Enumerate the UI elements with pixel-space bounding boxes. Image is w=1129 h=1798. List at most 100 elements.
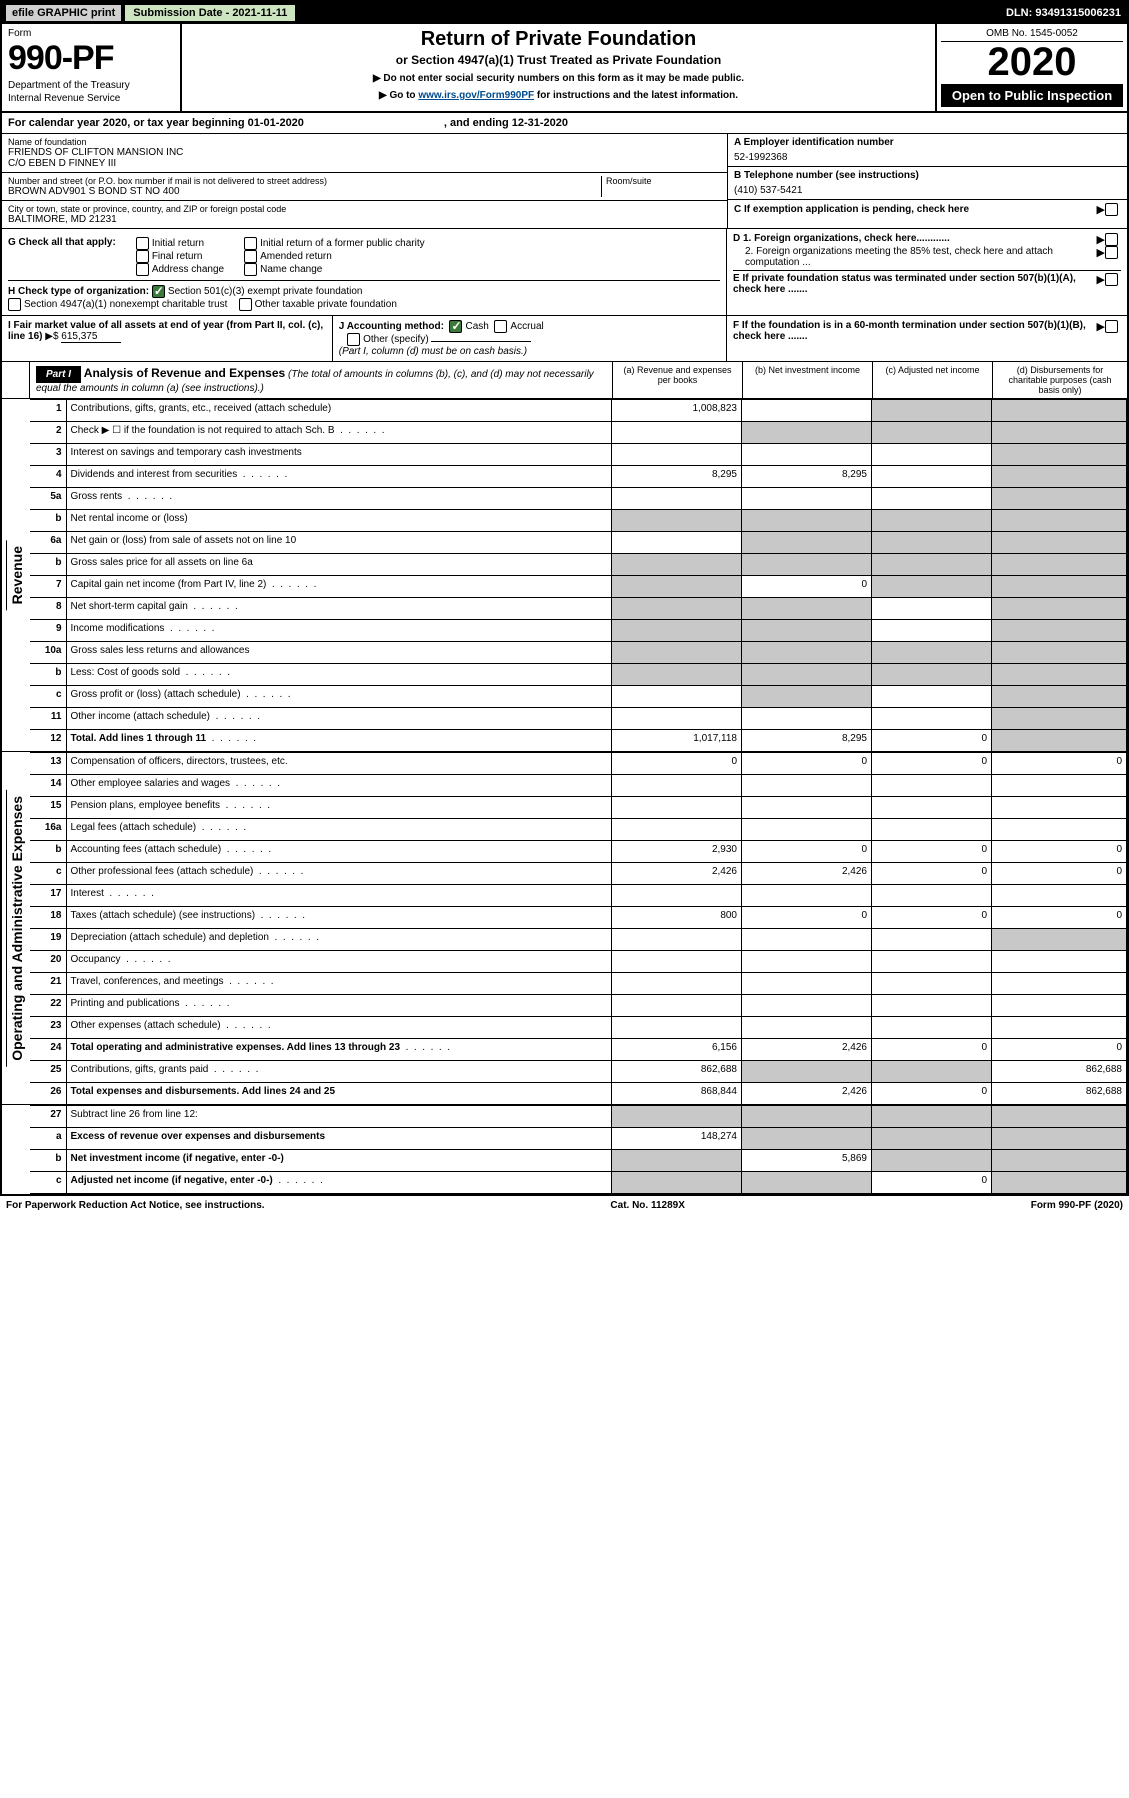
efile-print-button[interactable]: efile GRAPHIC print — [6, 5, 121, 21]
open-public: Open to Public Inspection — [941, 84, 1123, 107]
table-row: 24Total operating and administrative exp… — [30, 1039, 1127, 1061]
table-row: 4Dividends and interest from securities … — [30, 466, 1127, 488]
form-col: Form 990-PF Department of the Treasury I… — [2, 24, 182, 111]
accrual-cb[interactable] — [494, 320, 507, 333]
table-row: cOther professional fees (attach schedul… — [30, 863, 1127, 885]
revenue-table: 1Contributions, gifts, grants, etc., rec… — [30, 399, 1127, 752]
table-row: 11Other income (attach schedule) . . . .… — [30, 708, 1127, 730]
table-row: 20Occupancy . . . . . . — [30, 951, 1127, 973]
final-cb[interactable] — [136, 250, 149, 263]
table-row: bNet rental income or (loss) — [30, 510, 1127, 532]
amended-cb[interactable] — [244, 250, 257, 263]
c-checkbox[interactable] — [1105, 203, 1118, 216]
table-row: 22Printing and publications . . . . . . — [30, 995, 1127, 1017]
table-row: bNet investment income (if negative, ent… — [30, 1150, 1127, 1172]
expenses-table: 13Compensation of officers, directors, t… — [30, 752, 1127, 1105]
ein-cell: A Employer identification number 52-1992… — [728, 134, 1127, 167]
other-tax-cb[interactable] — [239, 298, 252, 311]
table-row: 9Income modifications . . . . . . — [30, 620, 1127, 642]
initial-cb[interactable] — [136, 237, 149, 250]
table-row: bAccounting fees (attach schedule) . . .… — [30, 841, 1127, 863]
row27-table: 27Subtract line 26 from line 12:aExcess … — [30, 1105, 1127, 1194]
subtitle: or Section 4947(a)(1) Trust Treated as P… — [192, 53, 925, 67]
table-row: 13Compensation of officers, directors, t… — [30, 753, 1127, 775]
header-row: Form 990-PF Department of the Treasury I… — [2, 24, 1127, 113]
table-row: 16aLegal fees (attach schedule) . . . . … — [30, 819, 1127, 841]
table-row: 19Depreciation (attach schedule) and dep… — [30, 929, 1127, 951]
d-e-col: D 1. Foreign organizations, check here..… — [727, 229, 1127, 315]
footer-left: For Paperwork Reduction Act Notice, see … — [6, 1200, 265, 1211]
other-cb[interactable] — [347, 333, 360, 346]
dln: DLN: 93491315006231 — [1006, 7, 1127, 19]
table-row: cGross profit or (loss) (attach schedule… — [30, 686, 1127, 708]
h-row: H Check type of organization: Section 50… — [8, 280, 720, 311]
note1: ▶ Do not enter social security numbers o… — [192, 73, 925, 84]
table-row: bGross sales price for all assets on lin… — [30, 554, 1127, 576]
title: Return of Private Foundation — [192, 28, 925, 51]
table-row: 26Total expenses and disbursements. Add … — [30, 1083, 1127, 1105]
entity-right: A Employer identification number 52-1992… — [727, 134, 1127, 228]
address-cb[interactable] — [136, 263, 149, 276]
table-row: 1Contributions, gifts, grants, etc., rec… — [30, 400, 1127, 422]
footer-mid: Cat. No. 11289X — [610, 1200, 684, 1211]
table-row: aExcess of revenue over expenses and dis… — [30, 1128, 1127, 1150]
c-cell: C If exemption application is pending, c… — [728, 200, 1127, 219]
irs: Internal Revenue Service — [8, 93, 174, 104]
table-row: 23Other expenses (attach schedule) . . .… — [30, 1017, 1127, 1039]
name-cell: Name of foundation FRIENDS OF CLIFTON MA… — [2, 134, 727, 173]
footer-right: Form 990-PF (2020) — [1031, 1200, 1123, 1211]
table-row: 10aGross sales less returns and allowanc… — [30, 642, 1127, 664]
table-row: 8Net short-term capital gain . . . . . . — [30, 598, 1127, 620]
tax-year: 2020 — [941, 42, 1123, 82]
col-a: (a) Revenue and expenses per books — [612, 362, 742, 398]
form-number: 990-PF — [8, 39, 174, 78]
table-row: 21Travel, conferences, and meetings . . … — [30, 973, 1127, 995]
row27-section: 27Subtract line 26 from line 12:aExcess … — [2, 1105, 1127, 1194]
initial-former-cb[interactable] — [244, 237, 257, 250]
f-cell: F If the foundation is in a 60-month ter… — [727, 316, 1127, 361]
col-d: (d) Disbursements for charitable purpose… — [992, 362, 1127, 398]
col-c: (c) Adjusted net income — [872, 362, 992, 398]
table-row: 17Interest . . . . . . — [30, 885, 1127, 907]
table-row: 18Taxes (attach schedule) (see instructi… — [30, 907, 1127, 929]
cal-year: For calendar year 2020, or tax year begi… — [2, 113, 1127, 134]
footer: For Paperwork Reduction Act Notice, see … — [0, 1196, 1129, 1215]
g-row: G Check all that apply: Initial return F… — [8, 233, 720, 280]
d2-cb[interactable] — [1105, 246, 1118, 259]
top-bar: efile GRAPHIC print Submission Date - 20… — [2, 2, 1127, 24]
revenue-label: Revenue — [6, 540, 27, 610]
table-row: 25Contributions, gifts, grants paid . . … — [30, 1061, 1127, 1083]
expenses-section: Operating and Administrative Expenses 13… — [2, 752, 1127, 1105]
center-col: Return of Private Foundation or Section … — [182, 24, 937, 111]
form-container: efile GRAPHIC print Submission Date - 20… — [0, 0, 1129, 1196]
e-cb[interactable] — [1105, 273, 1118, 286]
name-cb[interactable] — [244, 263, 257, 276]
table-row: bLess: Cost of goods sold . . . . . . — [30, 664, 1127, 686]
revenue-section: Revenue 1Contributions, gifts, grants, e… — [2, 399, 1127, 752]
note2: ▶ Go to www.irs.gov/Form990PF for instru… — [192, 90, 925, 101]
table-row: 7Capital gain net income (from Part IV, … — [30, 576, 1127, 598]
dept: Department of the Treasury — [8, 80, 174, 91]
table-row: 3Interest on savings and temporary cash … — [30, 444, 1127, 466]
entity-block: Name of foundation FRIENDS OF CLIFTON MA… — [2, 134, 1127, 229]
4947-cb[interactable] — [8, 298, 21, 311]
cash-cb[interactable] — [449, 320, 462, 333]
part1-header: Part I Analysis of Revenue and Expenses … — [2, 362, 1127, 399]
table-row: 2Check ▶ ☐ if the foundation is not requ… — [30, 422, 1127, 444]
501c3-cb[interactable] — [152, 285, 165, 298]
form-label: Form — [8, 28, 174, 39]
table-row: 14Other employee salaries and wages . . … — [30, 775, 1127, 797]
d1-cb[interactable] — [1105, 233, 1118, 246]
tel-cell: B Telephone number (see instructions) (4… — [728, 167, 1127, 200]
city-cell: City or town, state or province, country… — [2, 201, 727, 228]
table-row: 12Total. Add lines 1 through 11 . . . . … — [30, 730, 1127, 752]
entity-left: Name of foundation FRIENDS OF CLIFTON MA… — [2, 134, 727, 228]
g-h-row: G Check all that apply: Initial return F… — [2, 229, 1127, 316]
table-row: 27Subtract line 26 from line 12: — [30, 1106, 1127, 1128]
irs-link[interactable]: www.irs.gov/Form990PF — [418, 90, 534, 101]
i-cell: I Fair market value of all assets at end… — [2, 316, 333, 361]
j-cell: J Accounting method: Cash Accrual Other … — [333, 316, 727, 361]
f-cb[interactable] — [1105, 320, 1118, 333]
table-row: 6aNet gain or (loss) from sale of assets… — [30, 532, 1127, 554]
submission-date: Submission Date - 2021-11-11 — [125, 5, 295, 21]
